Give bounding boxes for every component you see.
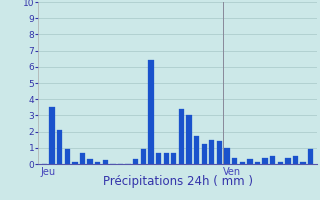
Bar [278, 162, 283, 164]
Bar [103, 160, 108, 164]
Bar [224, 148, 230, 164]
Bar [255, 162, 260, 164]
Bar [209, 140, 214, 164]
Bar [247, 159, 252, 164]
Bar [72, 162, 77, 164]
Text: Jeu: Jeu [41, 167, 56, 177]
Bar [171, 153, 176, 164]
Bar [270, 156, 275, 164]
Bar [57, 130, 62, 164]
Bar [217, 141, 222, 164]
Bar [133, 159, 139, 164]
Bar [232, 158, 237, 164]
Bar [164, 153, 169, 164]
Bar [87, 159, 93, 164]
Bar [293, 156, 298, 164]
Bar [95, 162, 100, 164]
X-axis label: Précipitations 24h ( mm ): Précipitations 24h ( mm ) [103, 175, 252, 188]
Bar [141, 149, 146, 164]
Bar [186, 115, 192, 164]
Bar [148, 60, 154, 164]
Bar [285, 158, 291, 164]
Text: Ven: Ven [223, 167, 241, 177]
Bar [262, 158, 268, 164]
Bar [300, 162, 306, 164]
Bar [65, 149, 70, 164]
Bar [80, 153, 85, 164]
Bar [308, 149, 313, 164]
Bar [202, 144, 207, 164]
Bar [194, 136, 199, 164]
Bar [240, 162, 245, 164]
Bar [179, 109, 184, 164]
Bar [49, 107, 55, 164]
Bar [156, 153, 161, 164]
